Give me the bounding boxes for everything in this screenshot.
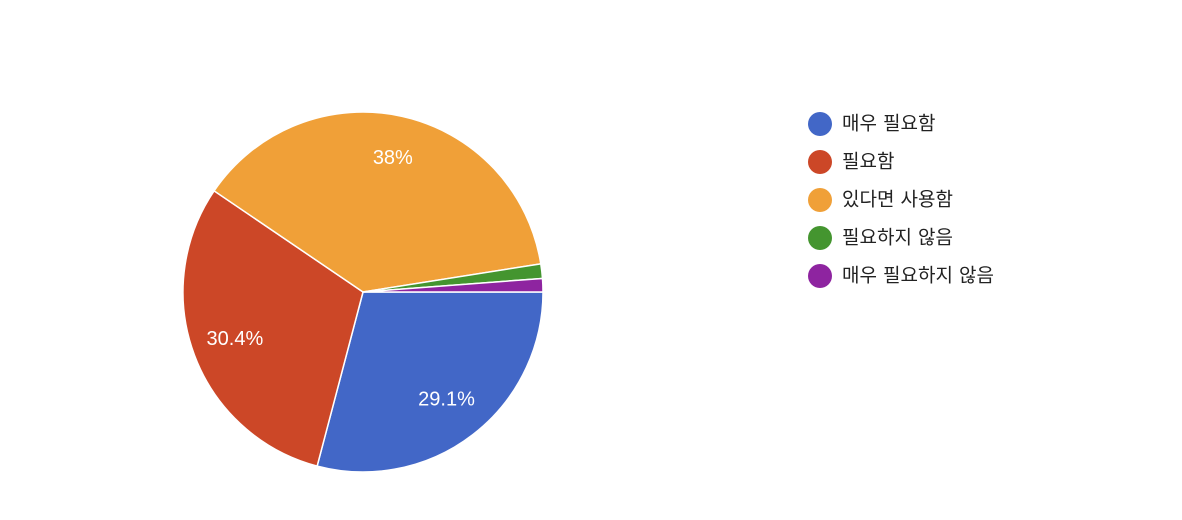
legend-label: 있다면 사용함 xyxy=(842,189,953,211)
legend-label: 매우 필요하지 않음 xyxy=(842,265,994,287)
pie-slice xyxy=(182,189,364,467)
legend-marker xyxy=(808,264,832,288)
legend-label: 필요함 xyxy=(842,151,894,173)
pie-slice xyxy=(213,111,542,293)
data-label: 29.1% xyxy=(418,389,475,411)
pie-slice xyxy=(362,277,544,293)
data-label: 30.4% xyxy=(207,328,264,350)
data-label: 38% xyxy=(373,147,413,169)
legend-marker xyxy=(808,188,832,212)
legend-marker xyxy=(808,226,832,250)
legend-label: 필요하지 않음 xyxy=(842,227,953,249)
legend-label: 매우 필요함 xyxy=(842,113,935,135)
legend-marker xyxy=(808,150,832,174)
pie-slice xyxy=(316,291,544,473)
legend-marker xyxy=(808,112,832,136)
